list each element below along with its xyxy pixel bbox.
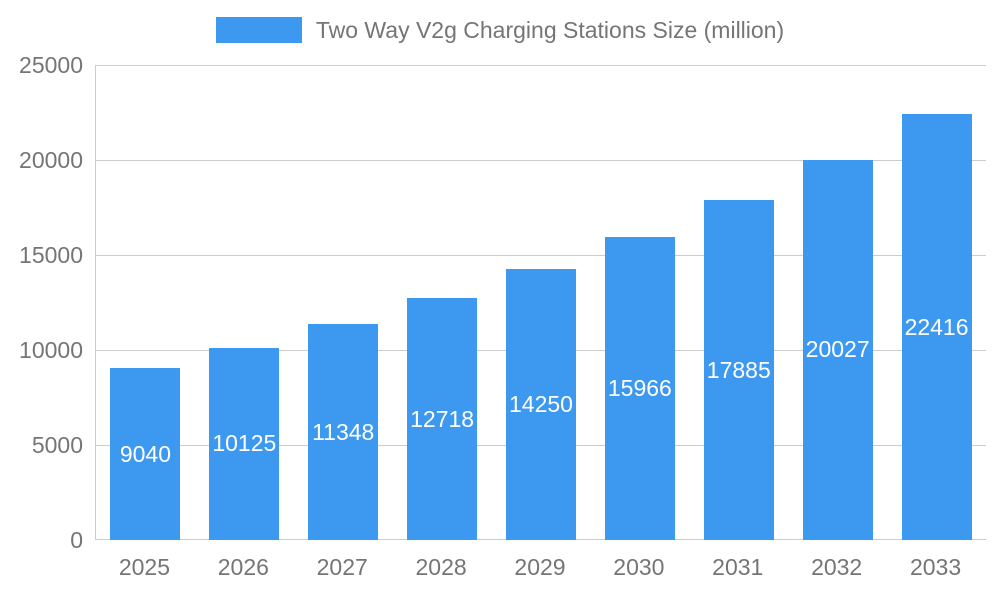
- plot-area: 9040 10125 11348 12718 14250 15966 17885 20027 2…: [95, 65, 986, 540]
- y-tick-label: 15000: [19, 242, 83, 268]
- bar-value-label: 20027: [805, 336, 870, 363]
- legend-swatch: [215, 17, 302, 43]
- x-tick-label: 2032: [811, 554, 863, 580]
- y-tick-label: 5000: [31, 432, 83, 458]
- x-axis: 2025 2026 2027 2028 2029 2030 2031 2032 2033: [0, 552, 1000, 582]
- legend: Two Way V2g Charging Stations Size (mill…: [0, 16, 1000, 44]
- bar-value-label: 15966: [607, 374, 672, 401]
- bar-value-label: 9040: [119, 440, 172, 467]
- gridline: [96, 65, 986, 66]
- bar-value-label: 12718: [410, 405, 475, 432]
- y-tick-label: 0: [70, 527, 83, 553]
- x-tick-label: 2033: [909, 554, 962, 580]
- x-tick-label: 2029: [514, 554, 566, 580]
- y-tick-label: 25000: [19, 52, 83, 78]
- y-tick-label: 10000: [19, 337, 83, 363]
- gridline: [96, 160, 986, 161]
- x-tick-label: 2028: [415, 554, 467, 580]
- x-tick-label: 2027: [316, 554, 368, 580]
- x-tick-label: 2031: [712, 554, 764, 580]
- x-tick-label: 2026: [217, 554, 269, 580]
- bar-2031: 17885: [703, 200, 774, 540]
- bar-2030: 15966: [604, 236, 675, 540]
- bar-2029: 14250: [506, 269, 576, 540]
- bar-2027: 11348: [308, 324, 379, 540]
- bar-value-label: 11348: [312, 418, 375, 445]
- gridline: [96, 255, 986, 256]
- bar-value-label: 10125: [212, 430, 277, 457]
- bar-2033: 22416: [901, 114, 972, 540]
- bar-value-label: 17885: [706, 356, 771, 383]
- bar-value-label: 22416: [904, 313, 969, 340]
- legend-label: Two Way V2g Charging Stations Size (mill…: [315, 16, 785, 43]
- x-tick-label: 2025: [118, 554, 171, 580]
- y-tick-label: 20000: [19, 147, 83, 173]
- bar-value-label: 14250: [509, 391, 573, 418]
- bar-2025: 9040: [110, 368, 181, 540]
- bar-2026: 10125: [209, 347, 280, 540]
- x-tick-label: 2030: [613, 554, 665, 580]
- bar-2032: 20027: [802, 159, 873, 540]
- y-axis: 0 5000 10000 15000 20000 25000: [0, 52, 85, 553]
- bar-2028: 12718: [407, 298, 478, 540]
